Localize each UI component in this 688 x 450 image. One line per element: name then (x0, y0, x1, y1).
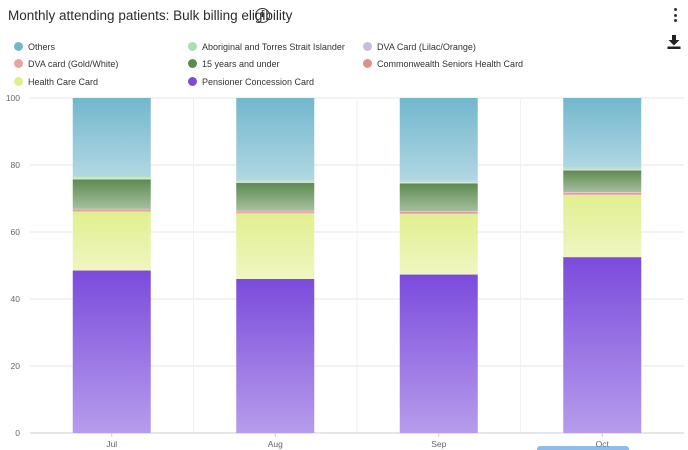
bar-segment[interactable] (563, 170, 642, 193)
bar-segment[interactable] (563, 257, 642, 433)
legend-swatch (14, 77, 23, 86)
bar-segment[interactable] (399, 214, 478, 275)
bar-segment[interactable] (236, 180, 315, 183)
bar-segment[interactable] (236, 211, 315, 214)
y-tick-label: 100 (6, 93, 20, 103)
more-vertical-icon[interactable] (670, 8, 680, 24)
bar-segment[interactable] (72, 178, 151, 180)
bar-segment[interactable] (563, 192, 642, 196)
legend-swatch (363, 59, 372, 68)
legend-swatch (363, 42, 372, 51)
legend-label: Pensioner Concession Card (202, 77, 315, 87)
bar-segment[interactable] (72, 208, 151, 210)
x-tick-label: Oct (596, 439, 610, 449)
x-tick-label: Aug (268, 439, 283, 449)
x-tick-label: Jul (106, 439, 117, 449)
scroll-indicator[interactable] (537, 446, 629, 450)
y-tick-label: 0 (15, 428, 20, 438)
legend-label: Commonwealth Seniors Health Card (377, 59, 524, 69)
bar-segment[interactable] (72, 211, 151, 271)
legend-label: Others (28, 42, 56, 52)
bar-segment[interactable] (72, 209, 151, 212)
legend-swatch (14, 42, 23, 51)
bar-segment[interactable] (236, 182, 315, 184)
chart-header: Monthly attending patients: Bulk billing… (0, 0, 688, 30)
bar-segment[interactable] (72, 270, 151, 433)
bar-segment[interactable] (399, 211, 478, 215)
bar-segment[interactable] (399, 180, 478, 183)
legend-label: DVA card (Gold/White) (28, 59, 119, 69)
bar-segment[interactable] (72, 179, 151, 209)
bar-segment[interactable] (563, 170, 642, 171)
y-tick-label: 20 (11, 361, 21, 371)
y-tick-label: 60 (11, 227, 21, 237)
bar-segment[interactable] (236, 98, 315, 181)
bar-segment[interactable] (563, 167, 642, 171)
bar-segment[interactable] (563, 192, 642, 193)
chart-title: Monthly attending patients: Bulk billing… (8, 8, 293, 23)
bar-segment[interactable] (399, 98, 478, 181)
bar-segment[interactable] (236, 278, 315, 433)
legend-label: Health Care Card (28, 77, 99, 87)
bar-segment[interactable] (72, 98, 151, 177)
info-circle-icon[interactable]: i (255, 8, 270, 23)
legend-label: Aboriginal and Torres Strait Islander (202, 42, 345, 52)
bar-segment[interactable] (399, 274, 478, 433)
bar-segment[interactable] (236, 182, 315, 211)
y-tick-label: 40 (11, 294, 21, 304)
legend-swatch (188, 59, 197, 68)
legend-label: DVA Card (Lilac/Orange) (377, 42, 476, 52)
bar-segment[interactable] (563, 195, 642, 258)
x-tick-label: Sep (431, 439, 446, 449)
legend-label: 15 years and under (202, 59, 280, 69)
bar-segment[interactable] (236, 213, 315, 279)
bar-segment[interactable] (399, 182, 478, 184)
bar-segment[interactable] (563, 98, 642, 168)
download-icon[interactable] (667, 35, 681, 49)
bar-segment[interactable] (399, 211, 478, 212)
bar-segment[interactable] (72, 176, 151, 179)
legend-swatch (188, 42, 197, 51)
bar-segment[interactable] (236, 210, 315, 212)
legend-swatch (188, 77, 197, 86)
bar-segment[interactable] (399, 183, 478, 212)
y-tick-label: 80 (11, 160, 21, 170)
legend-swatch (14, 59, 23, 68)
